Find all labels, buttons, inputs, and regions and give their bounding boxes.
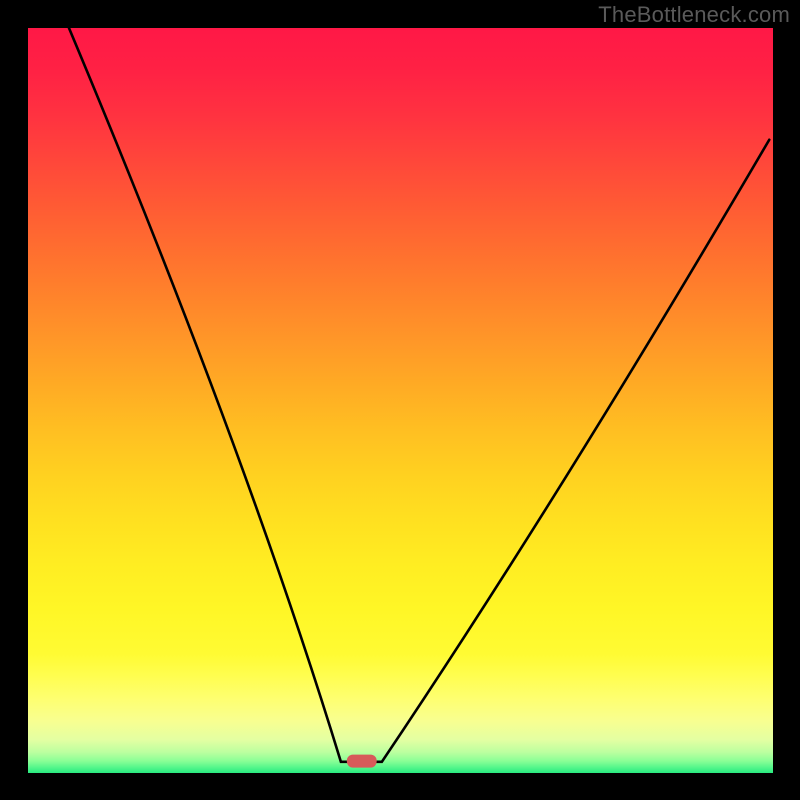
bottleneck-curve [69, 28, 769, 762]
watermark-text: TheBottleneck.com [598, 2, 790, 28]
plot-area [28, 28, 773, 773]
curve-layer [28, 28, 773, 773]
optimum-marker [347, 755, 377, 768]
